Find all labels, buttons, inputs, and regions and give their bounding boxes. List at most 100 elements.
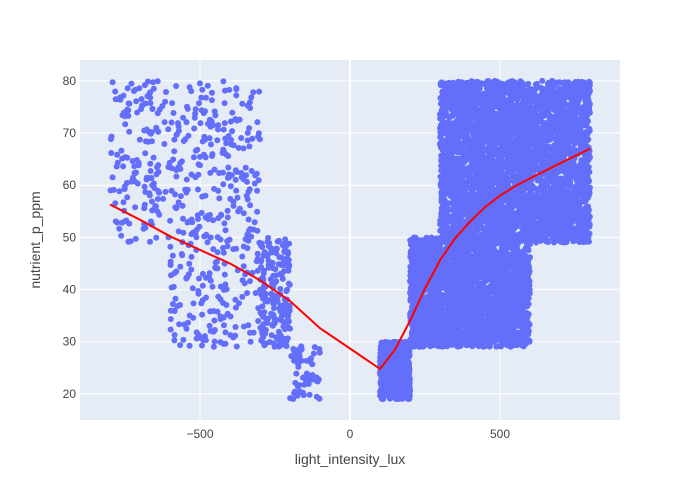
scatter-point (473, 301, 480, 308)
scatter-point (128, 80, 135, 87)
scatter-point (213, 258, 220, 265)
scatter-point (143, 174, 150, 181)
scatter-point (188, 266, 195, 273)
scatter-point (234, 194, 241, 201)
scatter-point (519, 329, 526, 336)
scatter-point (422, 328, 429, 335)
scatter-point (480, 289, 487, 296)
scatter-point (463, 320, 470, 326)
scatter-point (182, 136, 189, 143)
scatter-point (466, 304, 472, 311)
scatter-point (133, 98, 140, 105)
scatter-point (262, 327, 269, 334)
scatter-point (389, 372, 396, 379)
scatter-point (233, 169, 240, 175)
scatter-point (194, 212, 201, 219)
scatter-point (516, 315, 523, 322)
scatter-point (210, 343, 217, 350)
scatter-point (268, 332, 275, 339)
scatter-point (132, 235, 139, 242)
scatter-point (167, 316, 174, 323)
scatter-point (272, 266, 279, 273)
scatter-point (121, 183, 128, 190)
scatter-point (409, 285, 415, 292)
scatter-point (377, 357, 384, 364)
scatter-point (156, 211, 163, 218)
scatter-point (246, 227, 252, 234)
scatter-point (227, 183, 234, 190)
scatter-point (437, 291, 444, 298)
scatter-point (476, 328, 483, 335)
scatter-point (153, 126, 160, 133)
scatter-point (147, 160, 154, 167)
scatter-point (222, 135, 229, 142)
scatter-point (524, 245, 531, 252)
scatter-point (173, 173, 180, 180)
scatter-point (179, 252, 186, 259)
scatter-point (223, 286, 230, 293)
scatter-point (496, 284, 503, 291)
scatter-point (176, 321, 183, 328)
scatter-point (438, 328, 445, 335)
scatter-point (217, 236, 224, 243)
scatter-point (475, 260, 481, 267)
scatter-point (501, 299, 507, 306)
scatter-point (507, 283, 514, 290)
scatter-point (247, 202, 254, 209)
scatter-point (177, 263, 184, 270)
scatter-point (471, 265, 477, 272)
scatter-point (409, 329, 415, 335)
scatter-point (204, 82, 211, 89)
scatter-point (214, 265, 221, 272)
scatter-point (142, 100, 149, 107)
scatter-point (271, 280, 278, 287)
scatter-point (405, 364, 412, 371)
scatter-point (162, 98, 169, 105)
scatter-point (489, 323, 496, 330)
scatter-point (309, 361, 316, 368)
scatter-point (416, 286, 423, 293)
scatter-point (488, 298, 495, 305)
scatter-point (229, 128, 236, 135)
scatter-point (112, 96, 119, 103)
scatter-point (124, 85, 131, 92)
scatter-point (468, 324, 475, 331)
scatter-point (184, 219, 191, 226)
scatter-point (378, 377, 385, 384)
scatter-point (188, 231, 195, 238)
scatter-point (183, 119, 190, 126)
scatter-point (153, 171, 160, 178)
scatter-point (486, 309, 493, 316)
scatter-point (230, 334, 237, 341)
scatter-point (256, 88, 263, 95)
scatter-point (209, 89, 215, 96)
scatter-point (154, 78, 161, 85)
scatter-point (525, 284, 532, 291)
scatter-point (228, 172, 235, 179)
scatter-point (177, 160, 184, 167)
scatter-point (124, 154, 131, 161)
scatter-point (207, 234, 214, 241)
scatter-point (488, 276, 495, 283)
scatter-point (255, 318, 262, 324)
scatter-point (524, 303, 531, 310)
scatter-point (516, 302, 523, 309)
scatter-point (450, 324, 457, 331)
scatter-point (507, 288, 513, 295)
scatter-point (296, 353, 303, 360)
scatter-point (239, 253, 246, 260)
scatter-point (230, 198, 237, 205)
scatter-point (220, 340, 227, 347)
scatter-point (232, 116, 239, 123)
scatter-point (146, 192, 153, 199)
scatter-point (453, 283, 460, 290)
scatter-point (248, 233, 255, 240)
scatter-point (281, 258, 288, 265)
scatter-point (443, 293, 450, 300)
scatter-point (208, 118, 215, 125)
scatter-point (163, 89, 169, 95)
scatter-point (154, 164, 160, 171)
scatter-point (192, 147, 199, 154)
scatter-point (244, 137, 251, 144)
